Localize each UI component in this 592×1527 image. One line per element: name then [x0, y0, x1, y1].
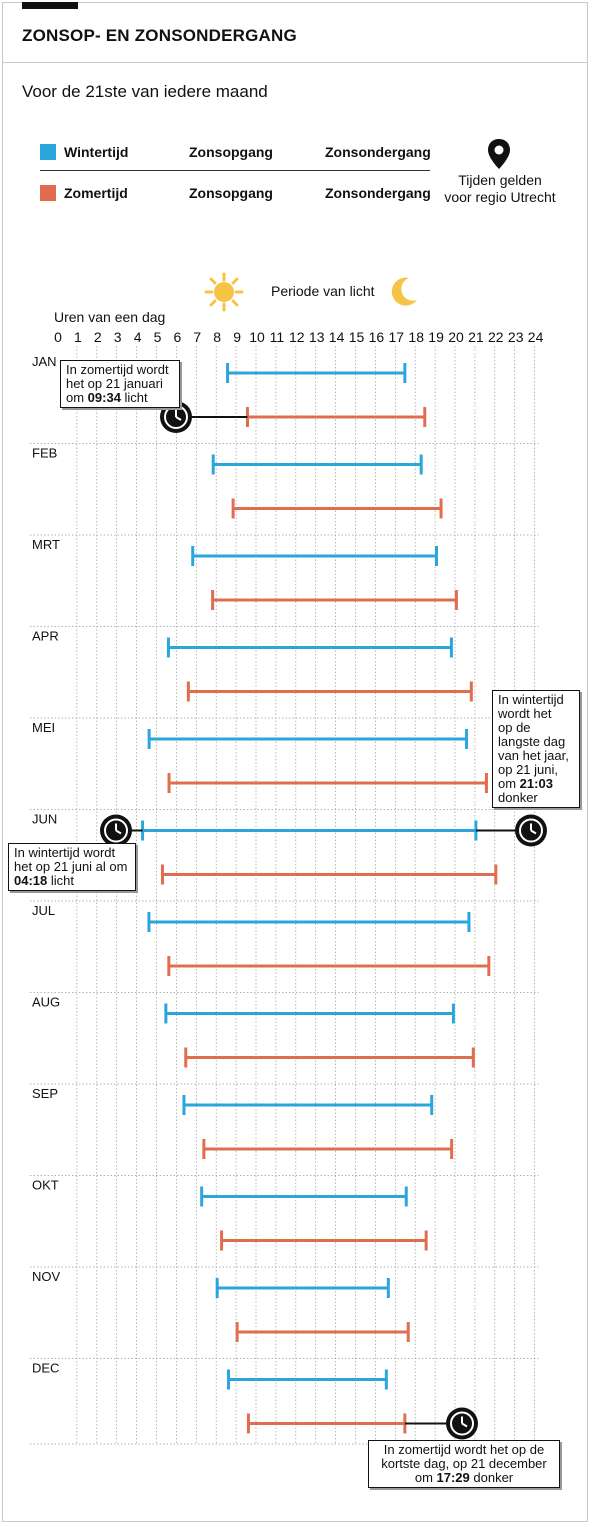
region-note-line1: Tijden gelden [458, 172, 542, 188]
legend-summer-sunrise: Zonsopgang [189, 185, 273, 201]
x-tick-label-16: 16 [369, 329, 385, 345]
month-label-aug: AUG [32, 995, 60, 1010]
page-subtitle: Voor de 21ste van iedere maand [22, 82, 268, 101]
sun-icon [204, 272, 244, 312]
callout-january-line1: In zomertijd wordt [66, 362, 169, 377]
callout-june-early-line2: het op 21 juni al om [14, 859, 128, 874]
month-label-jul: JUL [32, 903, 55, 918]
legend-divider [40, 170, 430, 171]
month-label-jun: JUN [32, 812, 57, 827]
callout-june-early-suffix: licht [47, 873, 74, 888]
callout-december-suffix: donker [469, 1470, 514, 1485]
callout-june-late-line7: om 21:03 [498, 777, 574, 791]
callout-june-late-time: 21:03 [519, 776, 553, 791]
callout-december: In zomertijd wordt het op de kortste dag… [368, 1440, 560, 1488]
x-tick-label-17: 17 [389, 329, 405, 345]
callout-january-line3: om 09:34 licht [66, 391, 174, 405]
page-title: ZONSOP- EN ZONSONDERGANG [22, 26, 297, 45]
callout-june-late-line3: op de [498, 720, 531, 735]
header-accent-bar [22, 2, 78, 9]
legend-summer-label: Zomertijd [64, 185, 128, 201]
callout-june-early: In wintertijd wordt het op 21 juni al om… [8, 843, 136, 891]
callout-june-late-line2: wordt het [498, 706, 552, 721]
callout-january-suffix: licht [120, 390, 148, 405]
legend-winter-swatch [40, 144, 56, 160]
x-tick-label-7: 7 [193, 329, 201, 345]
x-tick-label-5: 5 [154, 329, 162, 345]
region-note-line2: voor regio Utrecht [444, 189, 556, 205]
legend-winter-sunrise: Zonsopgang [189, 144, 273, 160]
callout-june-late: In wintertijd wordt het op de langste da… [492, 690, 580, 808]
x-tick-label-0: 0 [54, 329, 62, 345]
callout-june-early-line1: In wintertijd wordt [14, 845, 116, 860]
x-tick-label-14: 14 [329, 329, 345, 345]
callout-december-line1: In zomertijd wordt het op de [383, 1442, 545, 1457]
x-tick-label-3: 3 [114, 329, 122, 345]
month-label-mrt: MRT [32, 537, 60, 552]
callout-january-time: 09:34 [87, 390, 121, 405]
x-tick-label-11: 11 [270, 329, 285, 345]
x-tick-label-8: 8 [213, 329, 221, 345]
callout-january-prefix: om [66, 390, 88, 405]
month-label-jan: JAN [32, 354, 57, 369]
clock-icon [100, 814, 132, 847]
month-label-dec: DEC [32, 1361, 59, 1376]
location-pin-icon [488, 139, 510, 169]
callout-june-late-line8: donker [498, 790, 538, 805]
x-tick-label-24: 24 [528, 329, 544, 345]
callout-june-early-time: 04:18 [14, 873, 48, 888]
callout-june-early-line3: 04:18 licht [14, 874, 130, 888]
clock-icon [160, 401, 192, 433]
x-tick-label-6: 6 [174, 329, 182, 345]
light-period-label: Periode van licht [271, 283, 375, 299]
callout-january-line2: het op 21 januari [66, 376, 163, 391]
x-tick-label-13: 13 [309, 329, 325, 345]
callout-june-late-line6: op 21 juni, [498, 762, 558, 777]
month-label-mei: MEI [32, 720, 55, 735]
x-tick-label-9: 9 [233, 329, 241, 345]
month-label-nov: NOV [32, 1269, 61, 1284]
callout-june-late-line1: In wintertijd [498, 692, 564, 707]
legend-winter-label: Wintertijd [64, 144, 129, 160]
callout-june-late-line5: van het jaar, [498, 748, 569, 763]
title-divider [3, 62, 588, 63]
x-tick-label-18: 18 [408, 329, 424, 345]
callout-december-line2: kortste dag, op 21 december [381, 1456, 547, 1471]
region-note: Tijden gelden voor regio Utrecht [438, 172, 562, 206]
legend-winter-sunset: Zonsondergang [325, 144, 431, 160]
month-label-apr: APR [32, 629, 59, 644]
legend-summer-sunset: Zonsondergang [325, 185, 431, 201]
x-axis-label: Uren van een dag [54, 309, 166, 325]
callout-june-late-line4: langste dag [498, 734, 566, 749]
x-tick-label-19: 19 [428, 329, 444, 345]
callout-december-time: 17:29 [436, 1470, 470, 1485]
clock-icon [515, 814, 547, 847]
legend-summer-swatch [40, 185, 56, 201]
x-tick-label-22: 22 [488, 329, 504, 345]
x-tick-label-4: 4 [134, 329, 142, 345]
x-tick-label-15: 15 [349, 329, 365, 345]
x-tick-label-20: 20 [448, 329, 464, 345]
x-tick-label-2: 2 [94, 329, 102, 345]
callout-june-late-prefix: om [498, 776, 520, 791]
month-label-okt: OKT [32, 1178, 59, 1193]
month-label-sep: SEP [32, 1086, 58, 1101]
x-tick-label-21: 21 [468, 329, 484, 345]
x-tick-label-1: 1 [74, 329, 82, 345]
callout-december-prefix: om [414, 1470, 437, 1485]
x-tick-label-23: 23 [508, 329, 524, 345]
x-tick-label-10: 10 [249, 329, 265, 345]
x-tick-label-12: 12 [289, 329, 305, 345]
callout-january: In zomertijd wordt het op 21 januari om … [60, 360, 180, 408]
callout-december-line3: om 17:29 donker [374, 1471, 554, 1485]
moon-icon [391, 277, 417, 306]
clock-icon [446, 1407, 478, 1440]
month-label-feb: FEB [32, 446, 57, 461]
